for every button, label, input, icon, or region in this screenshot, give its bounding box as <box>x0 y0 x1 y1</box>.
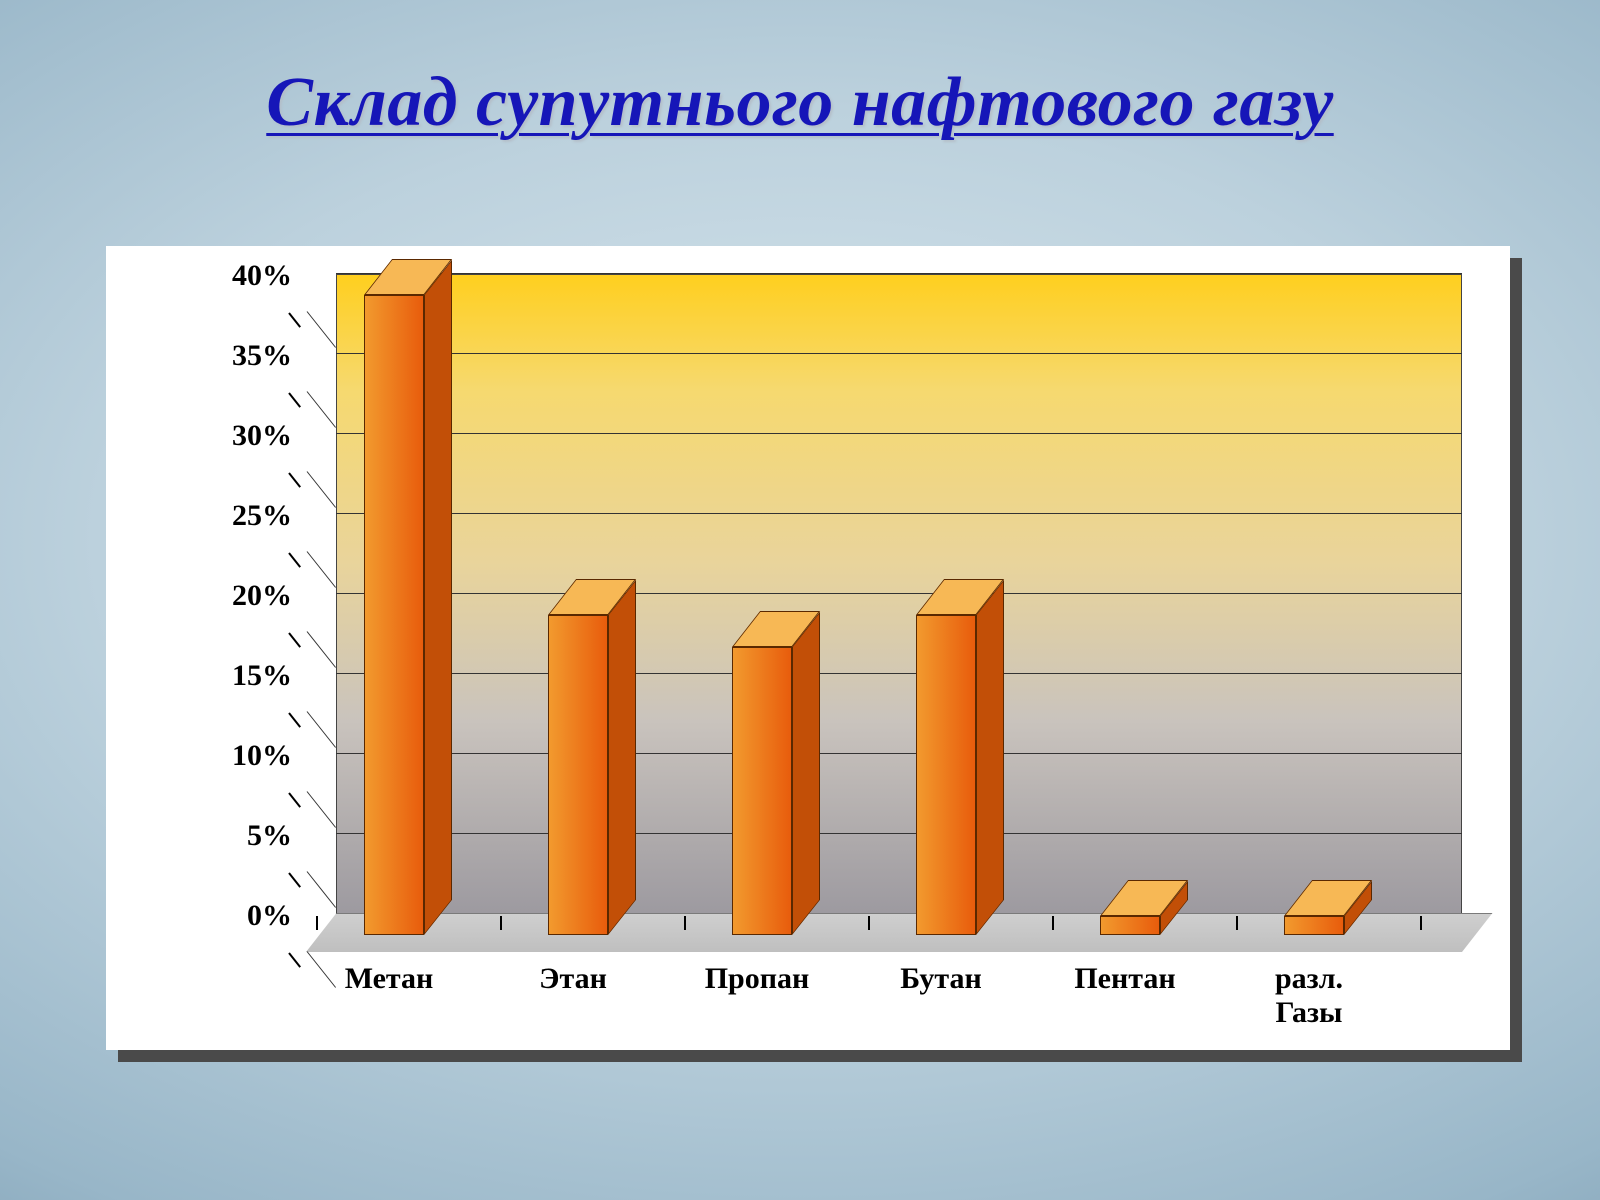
x-axis-label: разл.Газы <box>1222 962 1396 1029</box>
y-axis-label: 25% <box>182 499 292 533</box>
y-axis-label: 35% <box>182 339 292 373</box>
gridline-connector <box>307 311 336 348</box>
gridline-connector <box>307 391 336 428</box>
bar <box>548 579 636 935</box>
x-axis-label: Пентан <box>1038 962 1212 996</box>
bar <box>732 611 820 935</box>
y-tick <box>288 712 301 727</box>
bar-front <box>732 647 792 935</box>
x-axis-label: Бутан <box>854 962 1028 996</box>
gridline-connector <box>307 791 336 828</box>
gridline <box>336 353 1462 354</box>
gridline-connector <box>307 631 336 668</box>
y-tick <box>288 552 301 567</box>
y-axis-label: 15% <box>182 659 292 693</box>
gridline-connector <box>307 711 336 748</box>
gridline-connector <box>307 551 336 588</box>
slide-title: Склад супутнього нафтового газу <box>0 64 1600 141</box>
bar <box>1284 880 1372 935</box>
y-axis-label: 20% <box>182 579 292 613</box>
bar-front <box>364 295 424 935</box>
chart-back-wall <box>336 274 1462 914</box>
chart-panel: 0% 5% 10% 15% 20% 25% 30% 35% 40% Метан Этан Пропан… <box>106 246 1510 1050</box>
y-axis-label: 10% <box>182 739 292 773</box>
y-tick <box>288 312 301 327</box>
y-axis-label: 0% <box>182 899 292 933</box>
x-axis-label: Этан <box>486 962 660 996</box>
y-axis-label: 5% <box>182 819 292 853</box>
bar <box>916 579 1004 935</box>
x-tick <box>684 916 686 930</box>
bar-side <box>976 580 1004 935</box>
slide: Склад супутнього нафтового газу 0% 5% 10% 1… <box>0 0 1600 1200</box>
bar-side <box>608 580 636 935</box>
y-tick <box>288 792 301 807</box>
bar-front <box>916 615 976 935</box>
bar-front <box>1284 916 1344 935</box>
y-tick <box>288 872 301 887</box>
gridline <box>336 273 1462 274</box>
y-axis-label: 40% <box>182 259 292 293</box>
y-tick <box>288 632 301 647</box>
gridline <box>336 433 1462 434</box>
gridline <box>336 593 1462 594</box>
gridline <box>336 513 1462 514</box>
gridline <box>336 833 1462 834</box>
x-tick <box>500 916 502 930</box>
bar <box>364 259 452 935</box>
y-axis-label: 30% <box>182 419 292 453</box>
x-tick <box>1420 916 1422 930</box>
x-axis-label: Пропан <box>670 962 844 996</box>
gridline <box>336 753 1462 754</box>
bar-side <box>424 260 452 935</box>
x-tick <box>868 916 870 930</box>
bar-side <box>792 612 820 935</box>
bar <box>1100 880 1188 935</box>
y-tick <box>288 952 301 967</box>
gridline-connector <box>307 871 336 908</box>
gridline <box>336 673 1462 674</box>
y-tick <box>288 392 301 407</box>
bar-front <box>548 615 608 935</box>
y-tick <box>288 472 301 487</box>
x-tick <box>1236 916 1238 930</box>
gridline-connector <box>307 471 336 508</box>
x-axis-label: Метан <box>302 962 476 996</box>
x-tick <box>1052 916 1054 930</box>
bar-front <box>1100 916 1160 935</box>
chart-wall-bg <box>336 274 1462 914</box>
x-tick <box>316 916 318 930</box>
chart-plot: 0%5%10%15%20%25%30%35%40%МетанЭтанПропан… <box>184 274 1462 952</box>
